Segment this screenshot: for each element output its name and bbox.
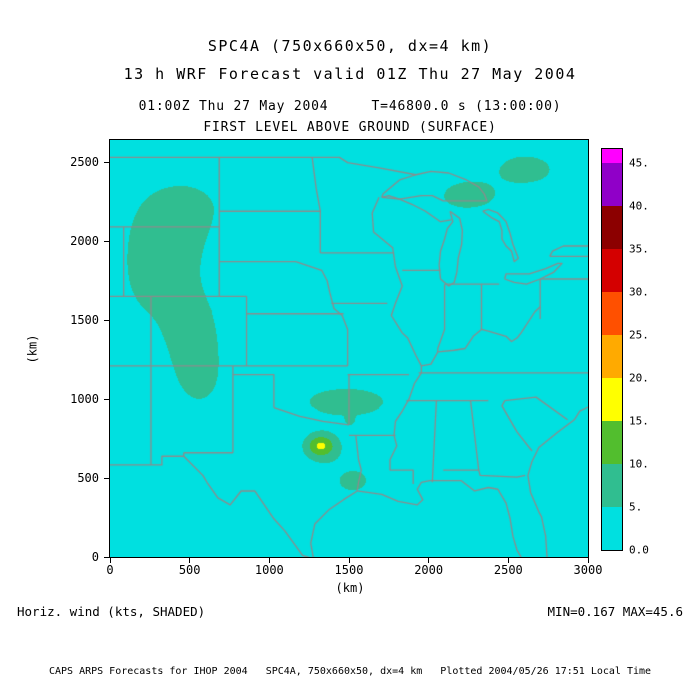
x-tick-label: 3000	[573, 563, 603, 577]
colorbar-tick-label: 45.	[629, 156, 649, 170]
x-tick-label: 1500	[334, 563, 364, 577]
y-tick	[104, 161, 109, 163]
x-tick-label: 1000	[254, 563, 284, 577]
x-tick-label: 500	[178, 563, 201, 577]
x-tick	[348, 558, 350, 563]
x-axis-label: (km)	[335, 581, 365, 595]
valid-time-line: 01:00Z Thu 27 May 2004 T=46800.0 s (13:0…	[138, 99, 562, 114]
colorbar-tick-label: 20.	[629, 371, 649, 385]
colorbar-segment	[602, 335, 622, 378]
y-tick-label: 500	[77, 471, 99, 486]
colorbar-segment	[602, 292, 622, 335]
colorbar-segment	[602, 378, 622, 421]
colorbar-segment	[602, 464, 622, 507]
x-tick	[507, 558, 509, 563]
credit-line: CAPS ARPS Forecasts for IHOP 2004 SPC4A,…	[48, 666, 652, 677]
y-tick-label: 2500	[70, 155, 99, 170]
y-tick-label: 2000	[70, 234, 99, 249]
minmax-readout: MIN=0.167 MAX=45.6	[547, 604, 683, 619]
y-tick	[104, 319, 109, 321]
colorbar-tick-label: 35.	[629, 242, 649, 256]
map-plot-frame	[109, 139, 589, 558]
colorbar-segment	[602, 249, 622, 292]
colorbar-tick-label: 5.	[629, 500, 643, 514]
y-tick	[104, 240, 109, 242]
y-axis-label: (km)	[25, 334, 40, 364]
colorbar-segment	[602, 149, 622, 163]
x-tick	[109, 558, 111, 563]
colorbar-tick-label: 40.	[629, 199, 649, 213]
field-legend: Horiz. wind (kts, SHADED)	[17, 604, 206, 619]
colorbar-segment	[602, 163, 622, 206]
x-tick	[189, 558, 191, 563]
colorbar-segment	[602, 421, 622, 464]
y-tick	[104, 398, 109, 400]
colorbar	[601, 148, 623, 551]
colorbar-tick-label: 0.0	[629, 543, 649, 557]
x-tick	[428, 558, 430, 563]
level-line: FIRST LEVEL ABOVE GROUND (SURFACE)	[203, 120, 497, 135]
x-tick-label: 2000	[414, 563, 444, 577]
colorbar-tick-label: 15.	[629, 414, 649, 428]
colorbar-segment	[602, 507, 622, 550]
y-tick-label: 1500	[70, 313, 99, 328]
y-tick-label: 1000	[70, 392, 99, 407]
y-tick	[104, 477, 109, 479]
x-tick	[587, 558, 589, 563]
y-tick	[104, 556, 109, 558]
x-tick	[268, 558, 270, 563]
plot-title: SPC4A (750x660x50, dx=4 km)	[207, 37, 493, 55]
x-tick-label: 2500	[493, 563, 523, 577]
y-tick-label: 0	[91, 550, 99, 564]
plot-subtitle: 13 h WRF Forecast valid 01Z Thu 27 May 2…	[123, 65, 577, 83]
colorbar-segment	[602, 206, 622, 249]
wind-field-canvas	[110, 140, 588, 557]
colorbar-tick-label: 30.	[629, 285, 649, 299]
colorbar-tick-label: 25.	[629, 328, 649, 342]
x-tick-label: 0	[106, 563, 114, 577]
colorbar-tick-label: 10.	[629, 457, 649, 471]
